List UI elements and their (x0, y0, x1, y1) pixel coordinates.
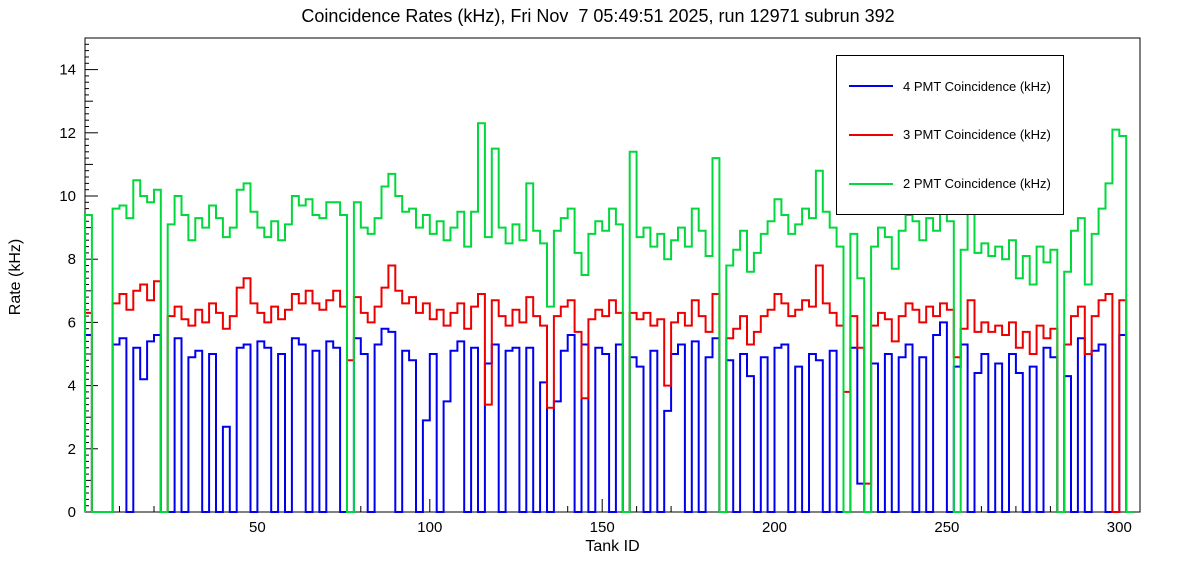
legend-line-4pmt-icon (849, 85, 893, 88)
x-tick-label: 300 (1107, 519, 1132, 536)
legend: 4 PMT Coincidence (kHz) 3 PMT Coincidenc… (836, 55, 1064, 215)
series-path-3 (84, 122, 1134, 513)
legend-item-3pmt: 3 PMT Coincidence (kHz) (837, 127, 1063, 142)
y-tick-label: 4 (68, 378, 76, 395)
series-path-2 (84, 264, 1134, 513)
x-tick-label: 200 (762, 519, 787, 536)
y-tick-label: 0 (68, 504, 76, 521)
legend-label-4pmt: 4 PMT Coincidence (kHz) (903, 78, 1051, 94)
legend-item-2pmt: 2 PMT Coincidence (kHz) (837, 176, 1063, 191)
x-tick-label: 250 (934, 519, 959, 536)
y-tick-label: 10 (59, 188, 76, 205)
y-tick-label: 12 (59, 125, 76, 142)
y-axis-label: Rate (kHz) (7, 238, 24, 316)
legend-label-2pmt: 2 PMT Coincidence (kHz) (903, 176, 1051, 192)
series-path-1 (84, 321, 1134, 513)
legend-line-3pmt-icon (849, 133, 893, 136)
y-tick-label: 14 (59, 62, 76, 79)
chart-title: Coincidence Rates (kHz), Fri Nov 7 05:49… (301, 6, 895, 26)
x-tick-label: 100 (417, 519, 442, 536)
legend-label-3pmt: 3 PMT Coincidence (kHz) (903, 127, 1051, 143)
legend-line-2pmt-icon (849, 182, 893, 185)
legend-item-4pmt: 4 PMT Coincidence (kHz) (837, 79, 1063, 94)
y-tick-label: 2 (68, 441, 76, 458)
x-tick-label: 50 (249, 519, 266, 536)
x-axis-label: Tank ID (585, 538, 640, 555)
y-tick-label: 6 (68, 314, 76, 331)
x-tick-label: 150 (590, 519, 615, 536)
y-tick-label: 8 (68, 251, 76, 268)
